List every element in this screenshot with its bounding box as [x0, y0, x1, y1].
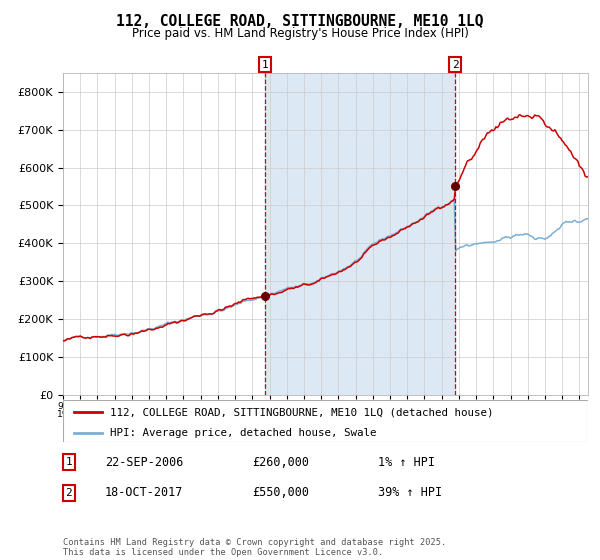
Bar	[265, 73, 455, 395]
Text: £550,000: £550,000	[252, 486, 309, 500]
Text: 112, COLLEGE ROAD, SITTINGBOURNE, ME10 1LQ: 112, COLLEGE ROAD, SITTINGBOURNE, ME10 1…	[116, 14, 484, 29]
Text: 112, COLLEGE ROAD, SITTINGBOURNE, ME10 1LQ (detached house): 112, COLLEGE ROAD, SITTINGBOURNE, ME10 1…	[110, 407, 494, 417]
Text: HPI: Average price, detached house, Swale: HPI: Average price, detached house, Swal…	[110, 428, 377, 438]
Text: 1% ↑ HPI: 1% ↑ HPI	[378, 455, 435, 469]
Text: 22-SEP-2006: 22-SEP-2006	[105, 455, 184, 469]
Text: 1: 1	[262, 59, 268, 69]
Text: 1: 1	[65, 457, 73, 467]
Text: £260,000: £260,000	[252, 455, 309, 469]
Text: Contains HM Land Registry data © Crown copyright and database right 2025.
This d: Contains HM Land Registry data © Crown c…	[63, 538, 446, 557]
FancyBboxPatch shape	[63, 400, 588, 442]
Text: Price paid vs. HM Land Registry's House Price Index (HPI): Price paid vs. HM Land Registry's House …	[131, 27, 469, 40]
Text: 2: 2	[65, 488, 73, 498]
Text: 39% ↑ HPI: 39% ↑ HPI	[378, 486, 442, 500]
Text: 2: 2	[452, 59, 458, 69]
Text: 18-OCT-2017: 18-OCT-2017	[105, 486, 184, 500]
